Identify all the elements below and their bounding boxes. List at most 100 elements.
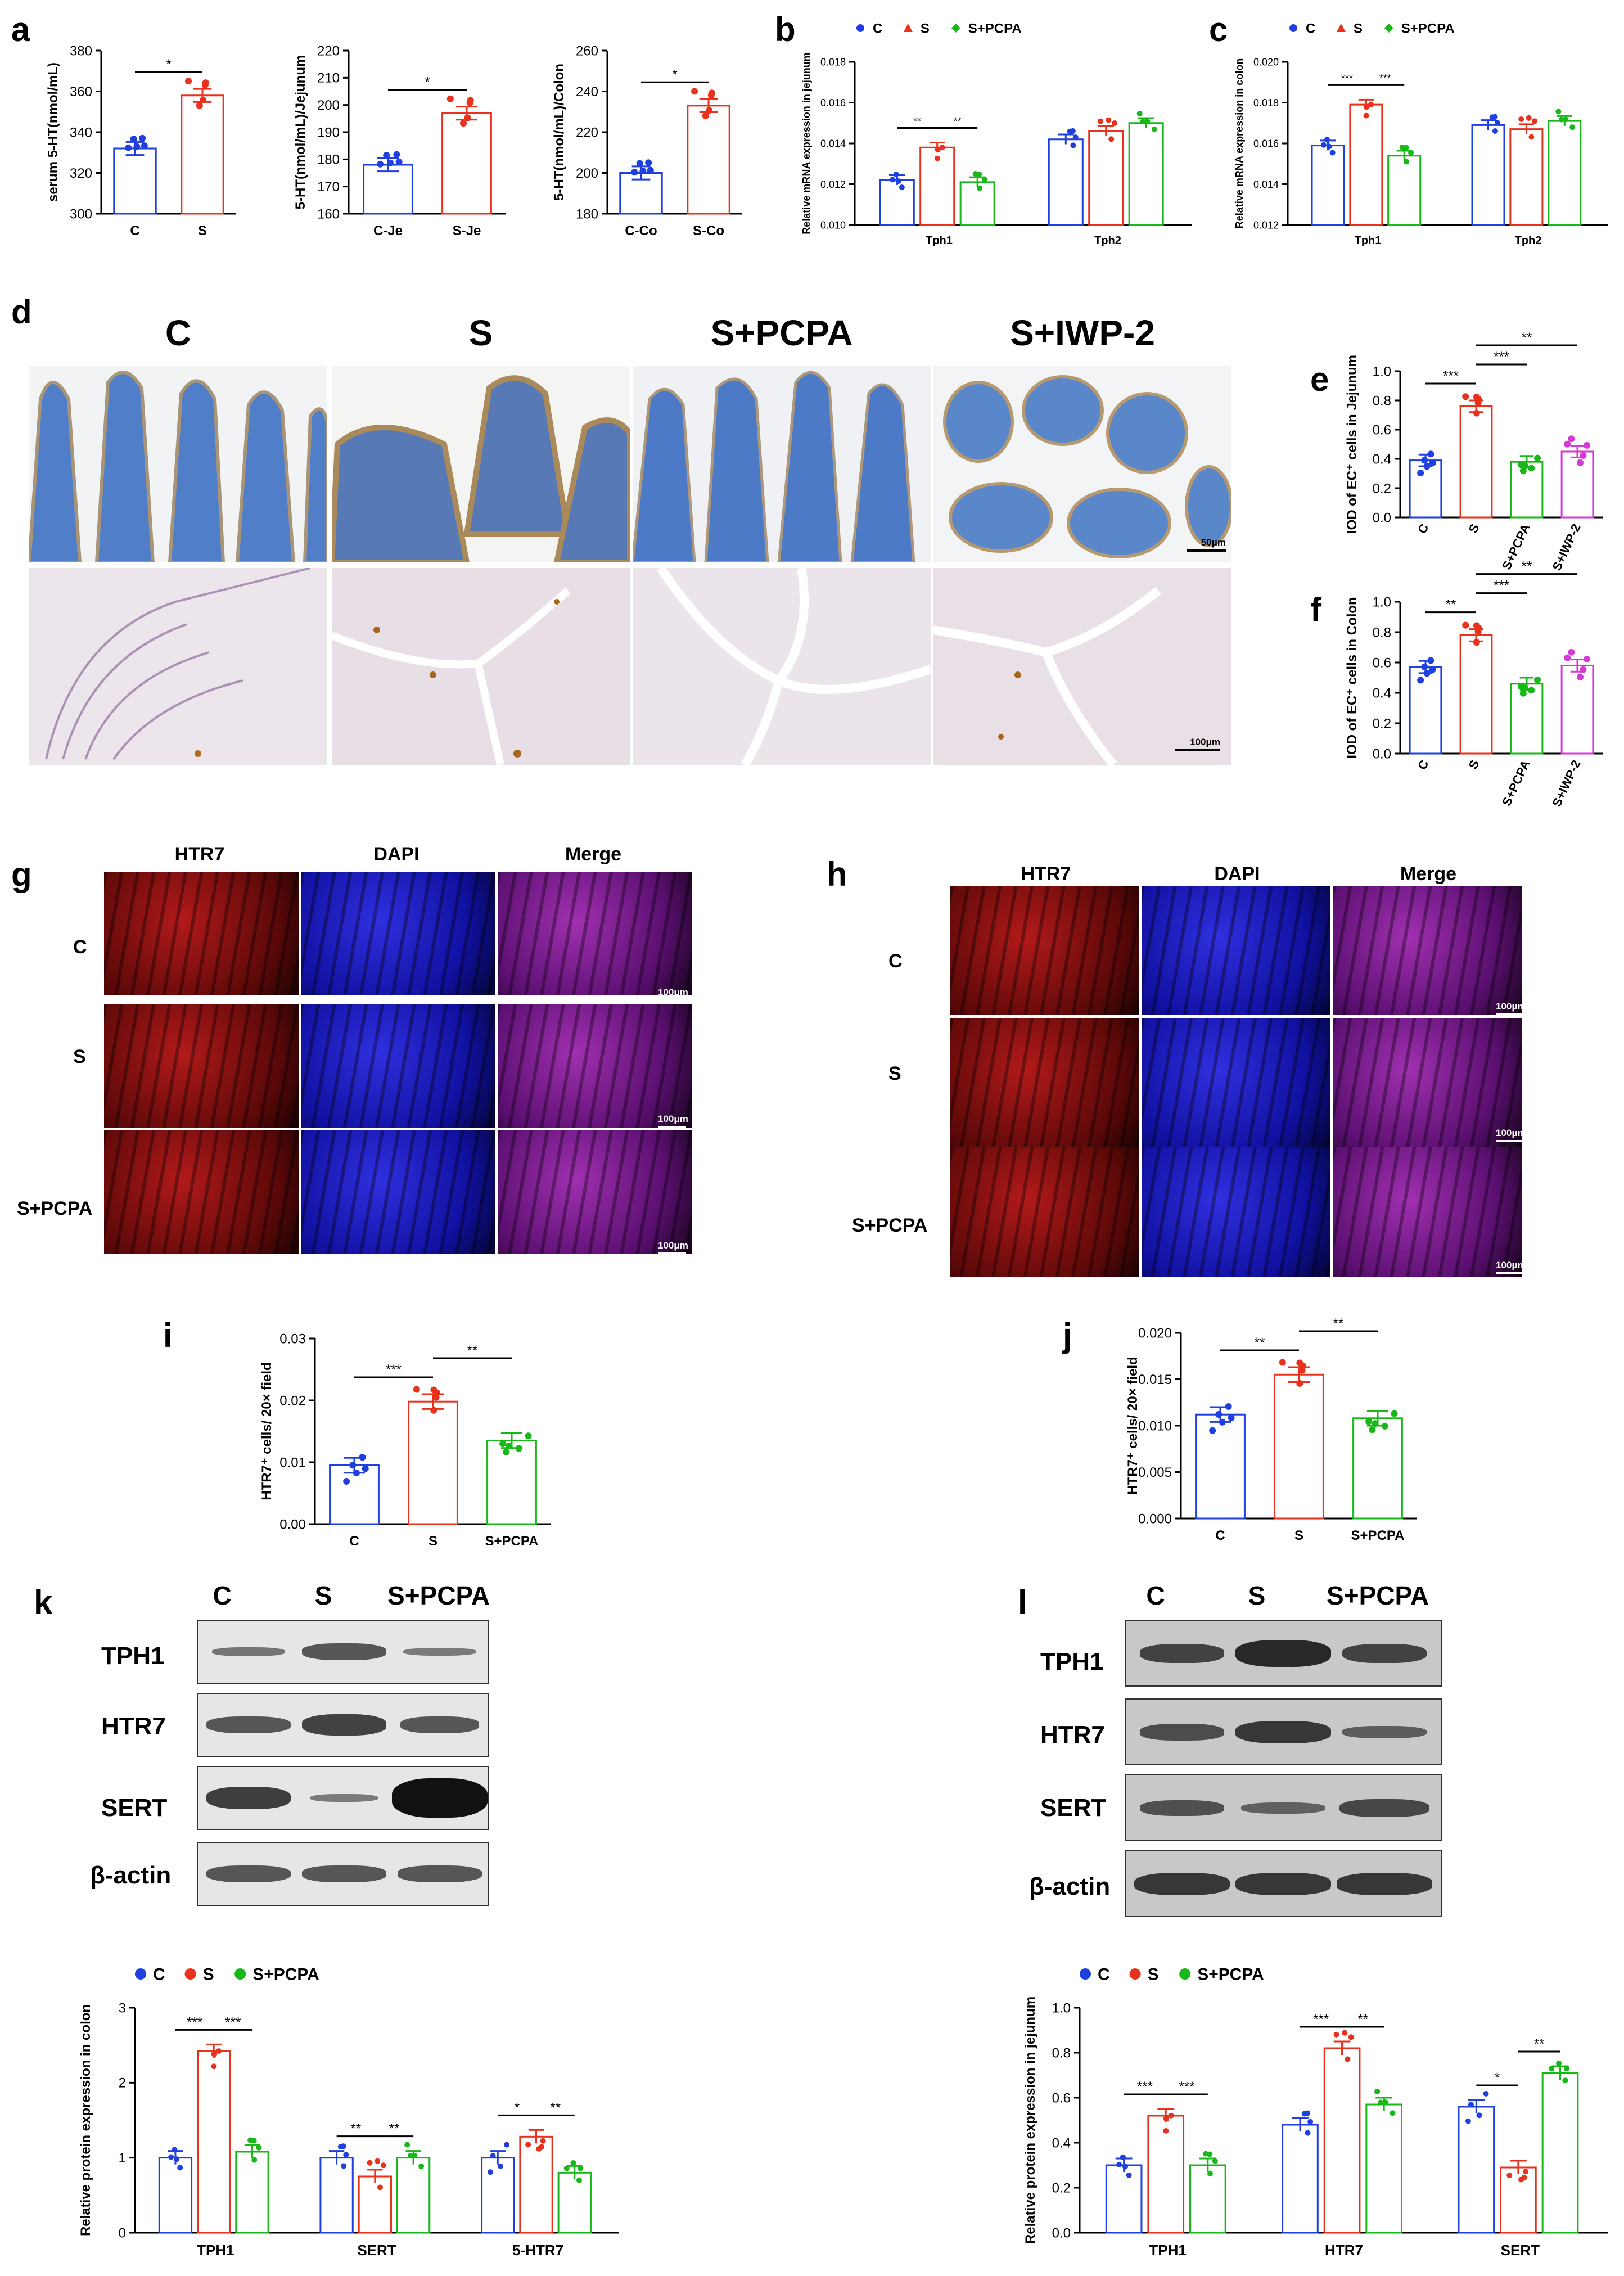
- b-bar-1-1: [1088, 130, 1124, 226]
- k-bar-2-1: [519, 2135, 553, 2234]
- l-legend-label-2: S+PCPA: [1197, 1966, 1264, 1984]
- c-xtick-label-0: Tph1: [1355, 235, 1382, 247]
- a2-ytick-label-4: 200: [317, 98, 340, 113]
- a2-point-0-0: [386, 159, 394, 166]
- l-sig-label-2: ***: [1313, 2012, 1329, 2027]
- k-point-2-2-2: [563, 2165, 570, 2171]
- j-ytick-label-4: 0.020: [1138, 1326, 1172, 1341]
- j-point-0-0: [1225, 1403, 1232, 1410]
- blot-k-band-r2-lane3: [400, 1716, 479, 1733]
- f-point-0-1: [1423, 670, 1431, 677]
- k-point-0-1-0: [215, 2048, 222, 2054]
- a1-ytick-label-4: 380: [70, 43, 92, 58]
- fluor-h-scalebar-3-label: 100μm: [1496, 1260, 1526, 1270]
- f-bar-1: [1459, 634, 1493, 755]
- a3-ytick-label-3: 240: [576, 84, 598, 100]
- c-legend-label-1: S: [1354, 21, 1363, 36]
- l-legend-label-0: C: [1098, 1966, 1110, 1984]
- j-xtick-label-0: C: [1215, 1528, 1225, 1543]
- blot-l-band-r2-lane2: [1235, 1720, 1331, 1743]
- chart-k-protein-colon: 0 1 2 3 Relative protein expression in colon…: [78, 1966, 619, 2259]
- k-point-2-2-0: [578, 2165, 584, 2171]
- a1-sig-label-0: *: [166, 57, 171, 72]
- i-point-2-1: [506, 1442, 513, 1449]
- e-xtick-label-0: C: [1415, 521, 1431, 535]
- e-ylabel: IOD of EC⁺ cells in Jejunum: [1345, 355, 1360, 534]
- f-ytick-label-3: 0.6: [1373, 655, 1391, 670]
- blot-k-band-r3-lane3: [392, 1778, 488, 1818]
- c-point-0-0-2: [1324, 137, 1330, 143]
- c-sig-label-1: ***: [1379, 73, 1391, 84]
- i-point-0-0: [359, 1454, 366, 1461]
- l-ytick-label-0: 0.0: [1052, 2225, 1071, 2241]
- k-point-2-1-2: [536, 2146, 542, 2152]
- fluor-g-scalebar-3-label: 100μm: [658, 1240, 688, 1251]
- blot-k-label-beta-actin: β-actin: [90, 1862, 172, 1889]
- f-bar-2: [1510, 683, 1544, 755]
- c-legend-marker-0: [1289, 24, 1297, 32]
- blot-l-membrane-3: [1125, 1774, 1442, 1841]
- c-point-0-0-3: [1320, 142, 1327, 148]
- l-bar-2-1: [1500, 2166, 1537, 2234]
- chart-e-iod-jejunum: 0.0 0.2 0.4 0.6 0.8 1.0 IOD of EC⁺ cells in Je…: [1345, 330, 1603, 573]
- fluor-h-s-pcpa-htr7-image: [950, 1147, 1139, 1277]
- e-point-1-1: [1473, 409, 1480, 417]
- fluor-h-s-dapi-image: [1142, 1018, 1330, 1147]
- a1-xtick-label-1: S: [198, 223, 207, 238]
- b-legend-marker-2: [951, 24, 960, 33]
- blot-k-lane-s: S: [314, 1581, 332, 1610]
- l-xtick-label-0: TPH1: [1149, 2242, 1186, 2259]
- c-point-1-2-1: [1555, 109, 1562, 115]
- j-point-1-1: [1296, 1380, 1303, 1387]
- fluor-g-s-pcpa-dapi-image: [301, 1130, 495, 1254]
- a1-ytick-label-0: 300: [70, 206, 92, 222]
- j-bar-2: [1352, 1417, 1403, 1520]
- l-legend-marker-0: [1080, 1968, 1091, 1980]
- panel-label-l: l: [1018, 1584, 1027, 1621]
- a3-ytick-label-1: 200: [576, 166, 598, 181]
- a3-point-1-4: [702, 112, 709, 119]
- k-sig-label-1: ***: [225, 2014, 241, 2030]
- histology-jejunum-s-pcpa: [633, 366, 931, 562]
- blot-l-lane-s: S: [1248, 1581, 1266, 1610]
- i-xtick-label-2: S+PCPA: [485, 1534, 539, 1549]
- a1-point-0-2: [125, 144, 132, 151]
- blot-k-membrane-1: [197, 1620, 489, 1684]
- f-point-2-3: [1534, 677, 1541, 684]
- b-point-0-2-2: [972, 171, 978, 177]
- k-point-1-0-0: [343, 2152, 349, 2158]
- blot-k-band-r1-lane2: [302, 1643, 386, 1660]
- b-ytick-label-0: 0.010: [820, 219, 846, 231]
- fluor-g-row-s-pcpa: S+PCPA: [17, 1198, 93, 1219]
- blot-k-band-r3-lane2: [310, 1794, 378, 1802]
- e-point-0-4: [1429, 459, 1436, 467]
- c-ytick-label-0: 0.012: [1253, 219, 1279, 231]
- k-point-1-2-2: [407, 2153, 413, 2159]
- blot-l-band-r4-lane2: [1235, 1872, 1331, 1895]
- f-point-1-2: [1462, 621, 1469, 629]
- k-legend-marker-0: [135, 1968, 146, 1980]
- l-sig-label-1: ***: [1179, 2079, 1195, 2094]
- l-point-2-0-3: [1468, 2102, 1474, 2108]
- blot-l-membrane-4: [1125, 1850, 1442, 1917]
- j-point-1-4: [1299, 1362, 1306, 1369]
- histology-title-s-iwp2: S+IWP-2: [1010, 313, 1155, 353]
- l-point-2-0-2: [1483, 2090, 1489, 2097]
- fluor-h-s-pcpa-merge-image: [1333, 1147, 1522, 1277]
- fluor-h-scalebar-2: 100μm: [1496, 1128, 1526, 1142]
- e-ytick-label-5: 1.0: [1373, 364, 1391, 379]
- c-ytick-label-3: 0.018: [1253, 97, 1279, 109]
- j-sig-label-1: **: [1333, 1316, 1344, 1331]
- i-xtick-label-1: S: [428, 1534, 437, 1549]
- a2-bar-1: [441, 112, 492, 215]
- l-point-1-2-3: [1382, 2099, 1388, 2106]
- f-point-0-2: [1421, 663, 1428, 670]
- k-sig-label-4: *: [515, 2100, 520, 2115]
- e-xtick-label-1: S: [1466, 522, 1482, 535]
- a1-point-1-1: [184, 78, 192, 85]
- b-point-0-0-3: [890, 177, 896, 183]
- b-legend-marker-0: [856, 24, 864, 32]
- k-point-2-0-0: [488, 2169, 494, 2175]
- l-ytick-label-4: 0.8: [1052, 2045, 1071, 2061]
- b-point-0-2-3: [981, 176, 987, 182]
